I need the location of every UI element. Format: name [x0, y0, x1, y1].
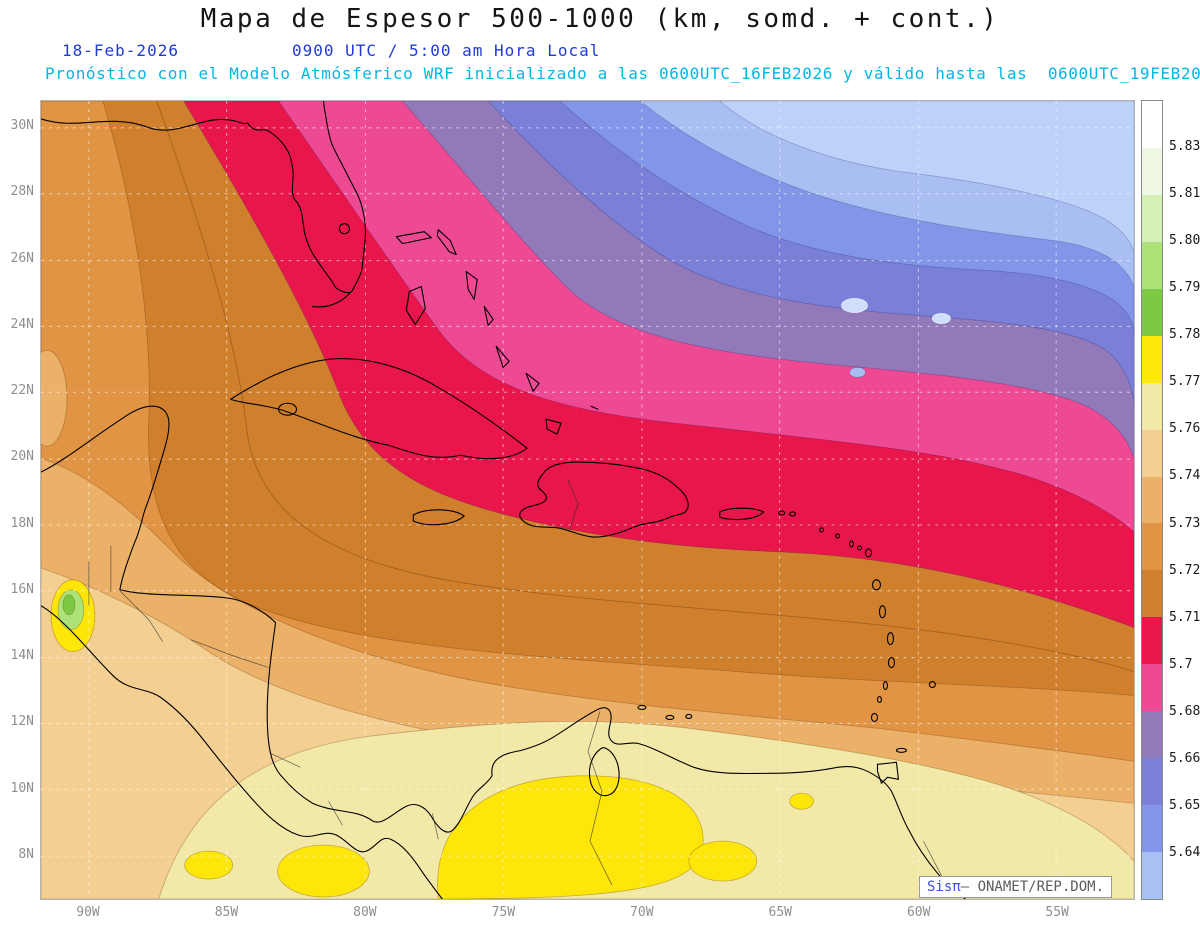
lon-label: 85W [214, 905, 239, 920]
lake-okeechobee [338, 223, 350, 235]
colorbar-label: 5.772 [1169, 374, 1200, 390]
lat-label: 14N [10, 648, 34, 664]
colorbar-segment [1142, 288, 1162, 336]
colorbar-label: 5.795 [1169, 280, 1200, 296]
colorbar-label: 5.76 [1169, 421, 1200, 437]
inner-contour [156, 101, 1134, 672]
colorbar-label: 5.688 [1169, 703, 1200, 719]
colorbar-segment [1142, 805, 1162, 852]
lat-label: 16N [10, 581, 34, 597]
colorbar-label: 5.724 [1169, 562, 1200, 578]
colorbar-label: 5.819 [1169, 186, 1200, 202]
lat-label: 20N [10, 449, 34, 465]
colorbar-label: 5.7 [1169, 656, 1193, 672]
colorbar-segment [1142, 758, 1162, 806]
lat-label: 10N [10, 780, 34, 796]
lon-label: 80W [353, 905, 377, 920]
lat-label: 30N [10, 118, 34, 133]
lat-label: 24N [10, 316, 34, 332]
colorbar-label: 5.64 [1169, 844, 1200, 860]
colorbar-segment [1142, 194, 1162, 242]
colorbar-label: 5.652 [1169, 797, 1200, 813]
isla-juventud [278, 402, 298, 416]
lake-maracaibo [588, 747, 620, 797]
colorbar-segments [1141, 100, 1163, 900]
coast-florida-keys [311, 292, 350, 308]
colorbar-segment [1142, 335, 1162, 383]
yellow-blob-left [277, 844, 370, 898]
coast-gulf-florida [41, 101, 366, 294]
colorbar-segment [1142, 523, 1162, 571]
lon-label: 70W [630, 905, 654, 920]
lon-label: 55W [1045, 905, 1069, 920]
lesser-antilles-islands [637, 510, 936, 784]
colorbar-label: 5.748 [1169, 468, 1200, 484]
colorbar-label: 5.664 [1169, 750, 1200, 766]
colorbar-segment [1142, 570, 1162, 618]
pale-speck-1 [841, 298, 868, 313]
colorbar-label: 5.831 [1169, 139, 1200, 155]
branding-org-label: — ONAMET/REP.DOM. [960, 879, 1105, 895]
colorbar-label: 5.807 [1169, 233, 1200, 249]
band-blue-palest [719, 101, 1134, 253]
coast-jamaica [412, 509, 465, 526]
lon-label: 65W [768, 905, 792, 920]
colorbar-segment [1142, 101, 1162, 148]
map-area [40, 100, 1135, 900]
colorbar-label: 5.783 [1169, 327, 1200, 343]
lat-label: 8N [18, 846, 34, 862]
colorbar-segment [1142, 664, 1162, 712]
branding-sis-label: Sisπ [927, 879, 961, 895]
colorbar-segment [1142, 429, 1162, 477]
latitude-axis: 30N 28N 26N 24N 22N 20N 18N 16N 14N 12N 10N 8N [0, 100, 37, 900]
coast-yucatan-centam [41, 405, 966, 899]
colorbar-segment [1142, 852, 1162, 899]
yellow-blob-small-west [184, 850, 234, 880]
gridlines [41, 101, 1134, 899]
lon-label: 75W [491, 905, 516, 920]
coastlines [41, 101, 966, 899]
blue-speck [849, 366, 866, 378]
lon-label: 60W [906, 905, 931, 920]
yellow-blob-small [789, 792, 814, 810]
lat-label: 18N [10, 515, 34, 531]
colorbar-labels: 5.831 5.819 5.807 5.795 5.783 5.772 5.76 5.748 5… [1169, 100, 1200, 900]
lat-label: 12N [10, 714, 34, 730]
coast-cuba [230, 358, 528, 460]
colorbar-segment [1142, 617, 1162, 665]
yellow-blob-large [437, 775, 704, 899]
coast-puerto-rico [719, 507, 765, 521]
valid-time: 0900 UTC / 5:00 am Hora Local [292, 41, 601, 60]
lon-label: 90W [76, 905, 100, 920]
lat-label: 22N [10, 383, 34, 399]
colorbar-segment [1142, 241, 1162, 289]
coast-hispaniola [519, 461, 689, 538]
longitude-axis: 90W 85W 80W 75W 70W 65W 60W 55W [40, 902, 1135, 924]
branding-badge: Sisπ — ONAMET/REP.DOM. [919, 876, 1113, 898]
colorbar-segment [1142, 711, 1162, 759]
lat-label: 26N [10, 250, 34, 266]
sandy-coast-patch [41, 349, 68, 447]
green-highland-core [62, 594, 76, 616]
forecast-subtitle: Pronóstico con el Modelo Atmósferico WRF… [45, 64, 1200, 83]
colorbar-segment [1142, 476, 1162, 524]
pale-speck-2 [931, 313, 951, 324]
bahamas-islands [395, 229, 599, 435]
colorbar-label: 5.712 [1169, 609, 1200, 625]
lat-label: 28N [10, 184, 34, 200]
yellow-blob-right [688, 840, 758, 882]
colorbar-segment [1142, 382, 1162, 430]
valid-date: 18-Feb-2026 [62, 41, 179, 60]
coast-pacific [41, 605, 443, 899]
colorbar-segment [1142, 147, 1162, 195]
page-title: Mapa de Espesor 500-1000 (km, somd. + co… [200, 4, 1000, 34]
map-canvas [41, 101, 1134, 899]
colorbar-label: 5.736 [1169, 515, 1200, 531]
